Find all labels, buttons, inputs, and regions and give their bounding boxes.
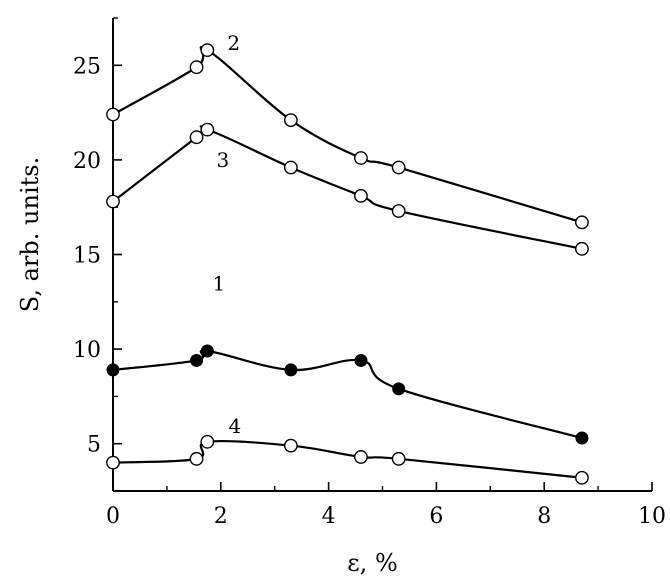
series-label-4: 4 — [229, 414, 242, 438]
data-point-series-1 — [190, 353, 204, 367]
data-point-series-4 — [200, 434, 215, 449]
y-tick-label: 10 — [73, 338, 101, 363]
data-point-series-3 — [575, 241, 589, 256]
data-point-series-3 — [106, 194, 120, 209]
data-point-series-1 — [284, 363, 298, 377]
data-point-series-1 — [354, 353, 368, 367]
data-point-series-2 — [283, 113, 298, 128]
markers — [106, 43, 589, 485]
data-point-series-3 — [200, 122, 215, 137]
series-label-2: 2 — [227, 31, 240, 55]
data-point-series-4 — [283, 438, 298, 453]
y-tick-label: 20 — [73, 149, 101, 174]
x-tick-label: 2 — [214, 504, 228, 529]
data-point-series-2 — [354, 151, 368, 165]
series-label-1: 1 — [213, 271, 226, 295]
curves — [112, 46, 583, 479]
y-axis-label: S, arb. units. — [16, 157, 44, 312]
data-point-series-1 — [200, 344, 214, 358]
x-tick-label: 6 — [429, 504, 443, 529]
y-tick-label: 5 — [87, 433, 101, 458]
data-point-series-4 — [391, 451, 406, 466]
x-tick-label: 8 — [537, 504, 551, 529]
data-point-series-1 — [575, 431, 589, 445]
series-line-1 — [112, 349, 583, 440]
data-point-series-4 — [575, 470, 589, 485]
y-tick-label: 25 — [73, 54, 101, 79]
data-point-series-3 — [283, 160, 298, 175]
data-point-series-4 — [106, 455, 120, 470]
data-point-series-1 — [106, 363, 120, 377]
data-point-series-2 — [391, 160, 406, 175]
series-label-3: 3 — [217, 148, 230, 172]
series-line-2 — [112, 46, 583, 224]
x-tick-label: 10 — [638, 504, 666, 529]
x-axis-label: ε, % — [347, 549, 398, 577]
data-point-series-3 — [391, 204, 406, 218]
x-tick-label: 0 — [106, 504, 120, 529]
data-point-series-2 — [189, 60, 204, 75]
data-point-series-4 — [354, 450, 368, 464]
series-line-3 — [112, 125, 583, 250]
y-tick-label: 15 — [73, 244, 101, 269]
data-point-series-2 — [106, 107, 120, 122]
data-point-series-3 — [354, 188, 368, 203]
data-point-series-2 — [200, 43, 215, 58]
axes: 0 2 4 6 8 10 5 10 15 20 25 — [73, 17, 666, 529]
data-point-series-4 — [189, 451, 204, 466]
data-point-series-2 — [575, 215, 589, 230]
x-tick-label: 4 — [322, 504, 336, 529]
labels: 2 3 1 4 — [213, 31, 242, 438]
data-point-series-1 — [392, 382, 406, 396]
series-line-4 — [112, 439, 583, 479]
data-point-series-3 — [189, 130, 204, 145]
